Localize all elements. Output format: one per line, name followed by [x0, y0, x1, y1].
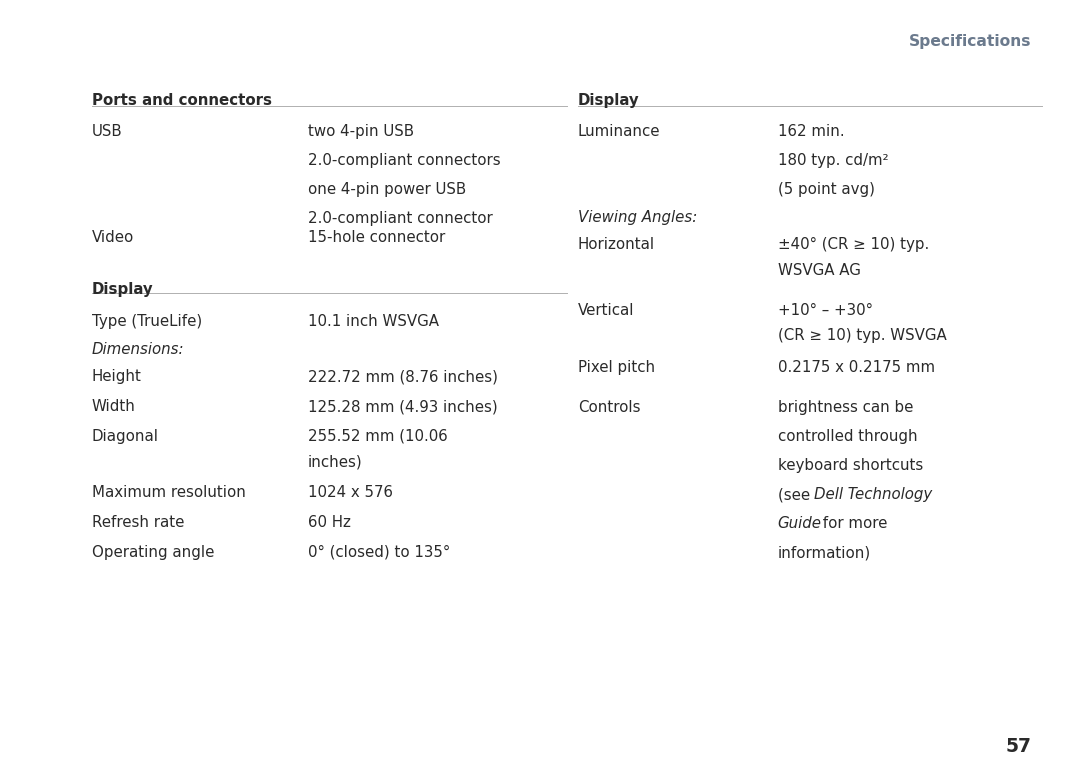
- Text: 255.52 mm (10.06: 255.52 mm (10.06: [308, 429, 447, 444]
- Text: Diagonal: Diagonal: [92, 429, 159, 444]
- Text: for more: for more: [818, 516, 887, 532]
- Text: 0° (closed) to 135°: 0° (closed) to 135°: [308, 545, 450, 560]
- Text: +10° – +30°: +10° – +30°: [778, 303, 873, 318]
- Text: Controls: Controls: [578, 400, 640, 415]
- Text: brightness can be: brightness can be: [778, 400, 913, 415]
- Text: ±40° (CR ≥ 10) typ.: ±40° (CR ≥ 10) typ.: [778, 237, 929, 253]
- Text: Width: Width: [92, 399, 136, 414]
- Text: Refresh rate: Refresh rate: [92, 515, 185, 530]
- Text: (CR ≥ 10) typ. WSVGA: (CR ≥ 10) typ. WSVGA: [778, 328, 946, 343]
- Text: 15-hole connector: 15-hole connector: [308, 230, 445, 245]
- Text: (5 point avg): (5 point avg): [778, 182, 875, 198]
- Text: Vertical: Vertical: [578, 303, 634, 318]
- Text: USB: USB: [92, 124, 122, 139]
- Text: 57: 57: [1005, 737, 1031, 756]
- Text: 125.28 mm (4.93 inches): 125.28 mm (4.93 inches): [308, 399, 498, 414]
- Text: Luminance: Luminance: [578, 124, 660, 139]
- Text: 60 Hz: 60 Hz: [308, 515, 351, 530]
- Text: Height: Height: [92, 369, 141, 385]
- Text: WSVGA AG: WSVGA AG: [778, 263, 861, 278]
- Text: 162 min.: 162 min.: [778, 124, 845, 139]
- Text: 2.0-compliant connectors: 2.0-compliant connectors: [308, 153, 500, 169]
- Text: 1024 x 576: 1024 x 576: [308, 485, 393, 500]
- Text: Specifications: Specifications: [909, 34, 1031, 49]
- Text: Display: Display: [92, 282, 153, 297]
- Text: Ports and connectors: Ports and connectors: [92, 93, 272, 109]
- Text: two 4-pin USB: two 4-pin USB: [308, 124, 414, 139]
- Text: Operating angle: Operating angle: [92, 545, 214, 560]
- Text: Video: Video: [92, 230, 134, 245]
- Text: 2.0-compliant connector: 2.0-compliant connector: [308, 211, 492, 227]
- Text: Dimensions:: Dimensions:: [92, 342, 185, 358]
- Text: Horizontal: Horizontal: [578, 237, 654, 253]
- Text: one 4-pin power USB: one 4-pin power USB: [308, 182, 467, 198]
- Text: 0.2175 x 0.2175 mm: 0.2175 x 0.2175 mm: [778, 360, 934, 375]
- Text: 222.72 mm (8.76 inches): 222.72 mm (8.76 inches): [308, 369, 498, 385]
- Text: Dell Technology: Dell Technology: [814, 487, 932, 502]
- Text: Pixel pitch: Pixel pitch: [578, 360, 654, 375]
- Text: Display: Display: [578, 93, 639, 109]
- Text: keyboard shortcuts: keyboard shortcuts: [778, 458, 922, 473]
- Text: Type (TrueLife): Type (TrueLife): [92, 314, 202, 329]
- Text: 10.1 inch WSVGA: 10.1 inch WSVGA: [308, 314, 438, 329]
- Text: inches): inches): [308, 454, 363, 470]
- Text: controlled through: controlled through: [778, 429, 917, 444]
- Text: Maximum resolution: Maximum resolution: [92, 485, 245, 500]
- Text: Viewing Angles:: Viewing Angles:: [578, 210, 697, 225]
- Text: information): information): [778, 545, 870, 561]
- Text: (see: (see: [778, 487, 814, 502]
- Text: Guide: Guide: [778, 516, 822, 532]
- Text: 180 typ. cd/m²: 180 typ. cd/m²: [778, 153, 888, 169]
